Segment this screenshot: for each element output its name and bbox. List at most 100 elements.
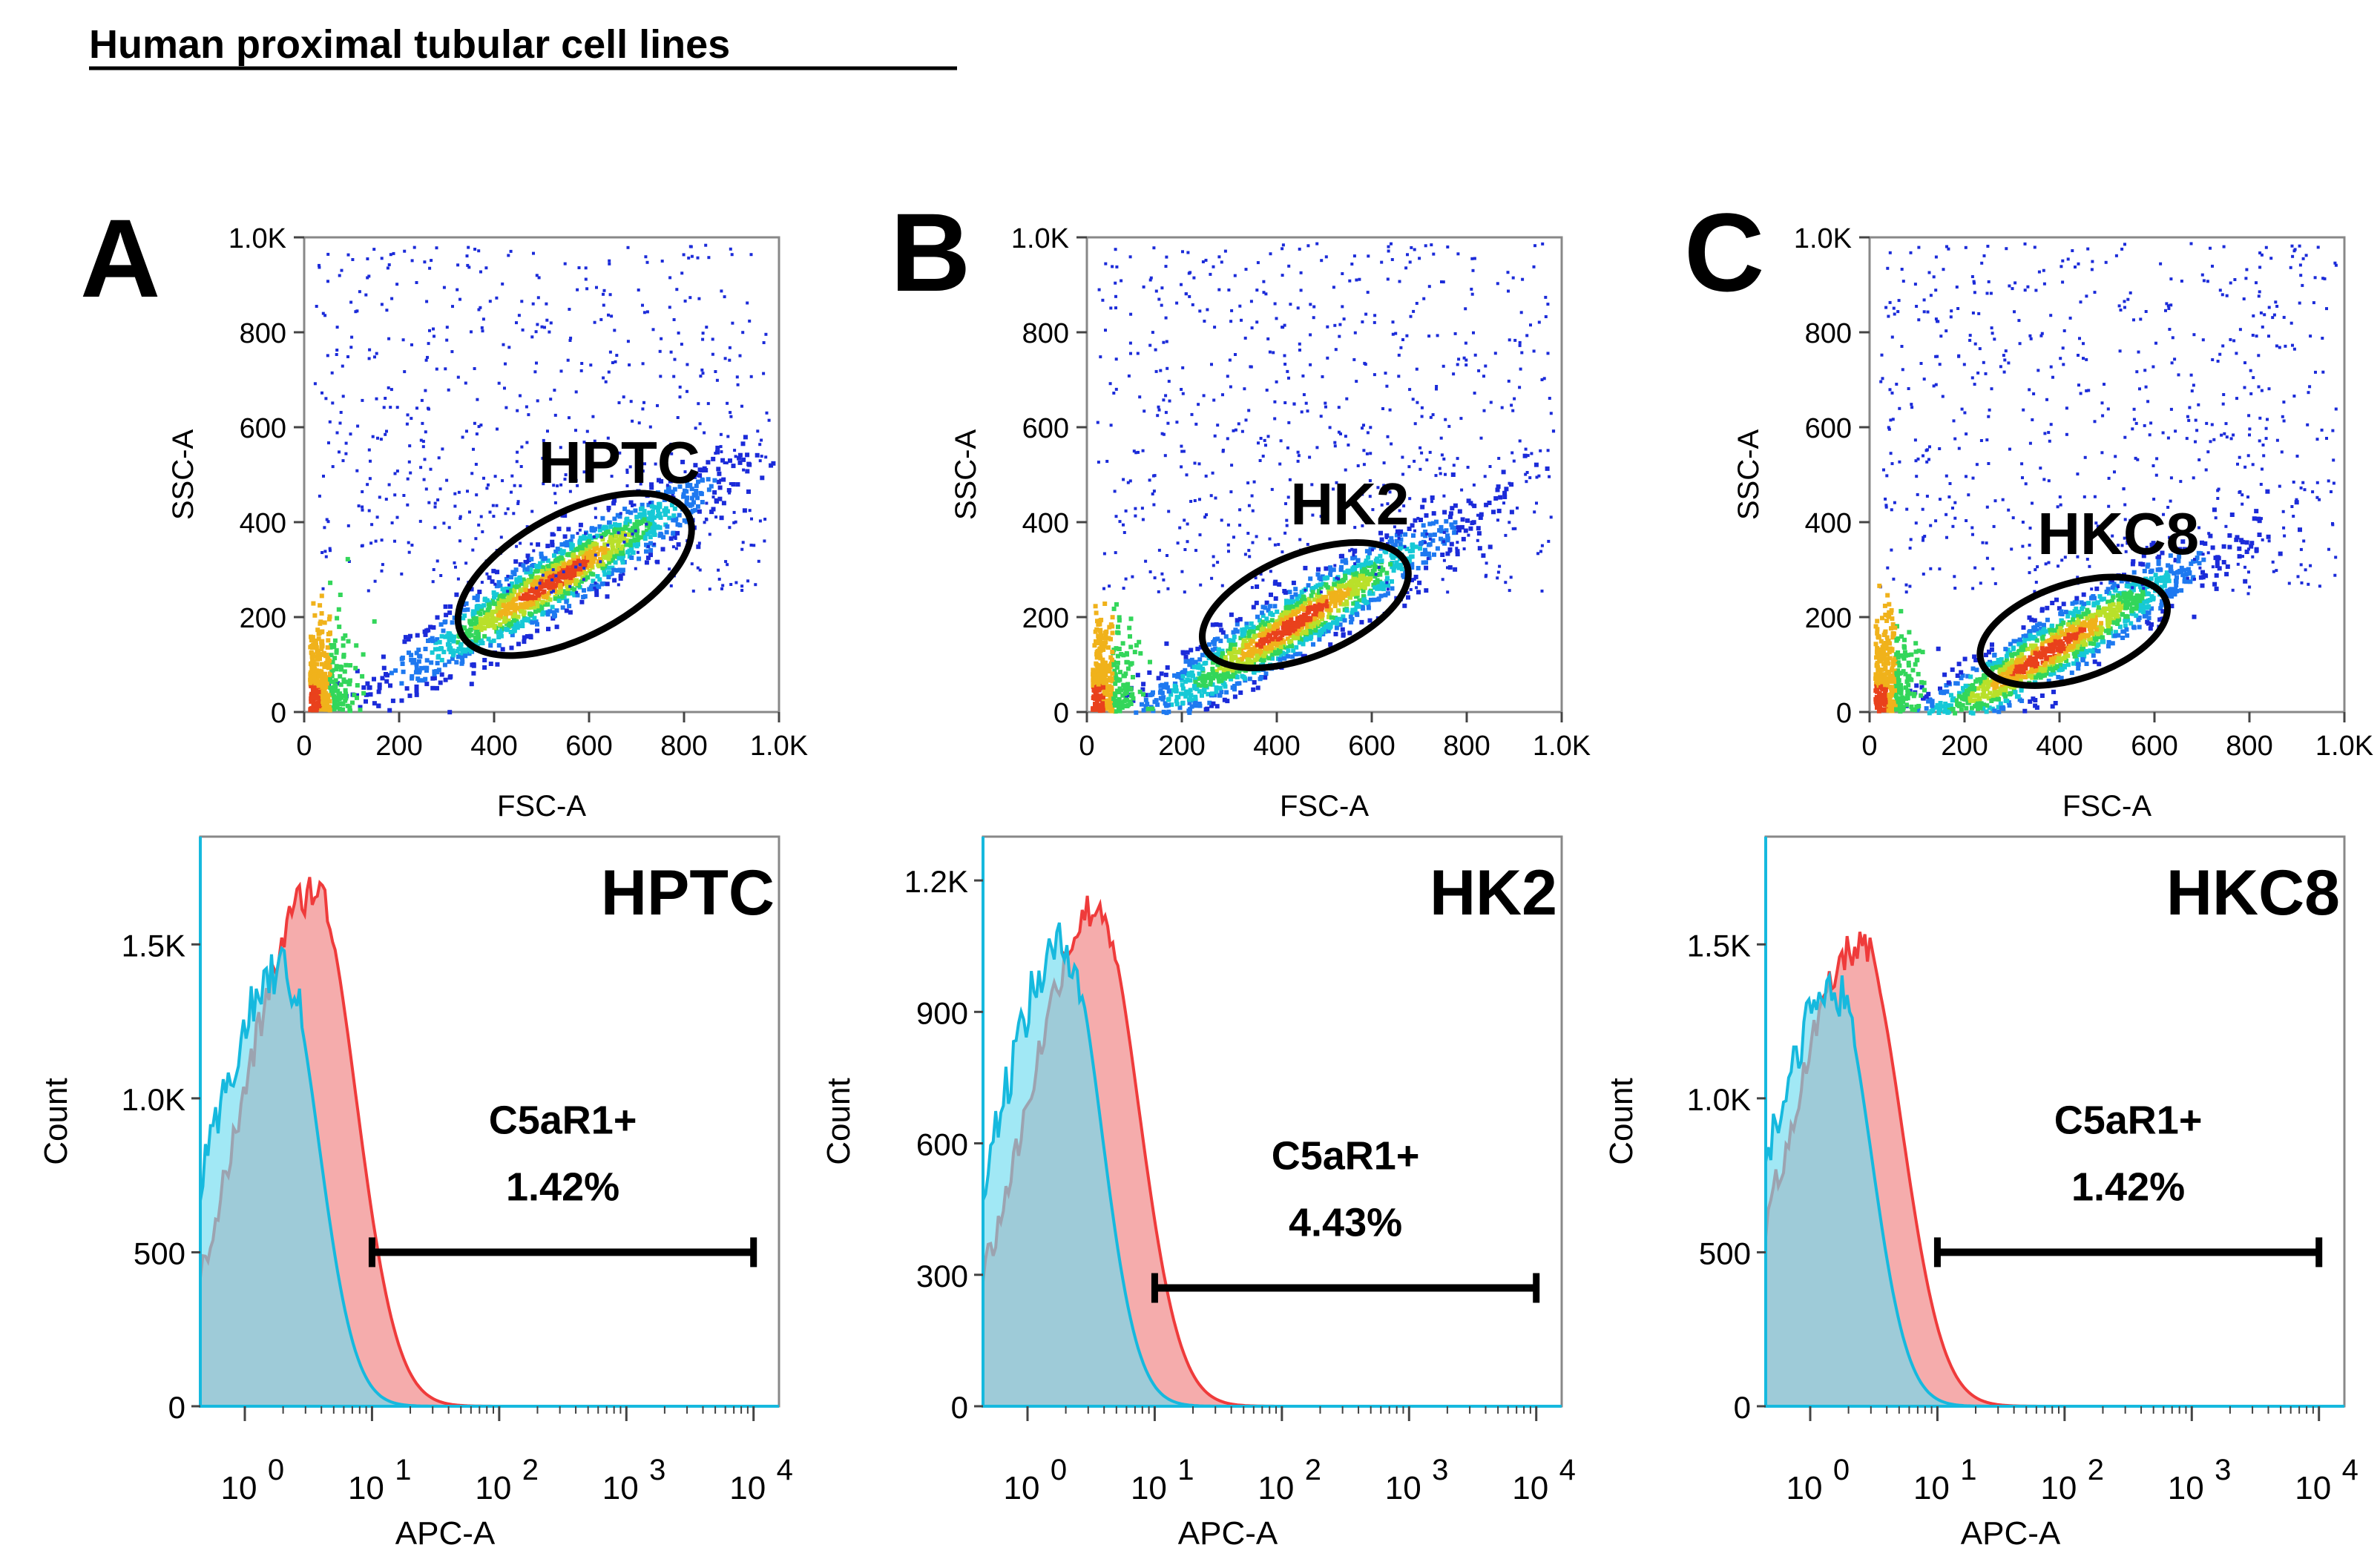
event-dot [1384, 372, 1387, 375]
event-dot [1214, 669, 1219, 674]
event-dot [1479, 436, 1483, 440]
event-dot [1355, 604, 1361, 609]
event-dot [1406, 595, 1410, 600]
event-dot [1225, 670, 1230, 676]
event-dot [466, 490, 469, 493]
event-dot [719, 478, 723, 482]
event-dot [602, 572, 608, 577]
event-dot [415, 406, 418, 410]
event-dot [1152, 474, 1155, 478]
event-dot [1437, 528, 1442, 533]
event-dot [501, 479, 504, 483]
event-dot [1229, 657, 1234, 662]
event-dot [1497, 457, 1501, 460]
debris-dot [332, 697, 337, 702]
event-dot [689, 487, 694, 492]
event-dot [340, 268, 343, 272]
event-dot [522, 635, 527, 640]
event-dot [1309, 333, 1312, 337]
event-dot [1152, 503, 1156, 507]
event-dot [554, 583, 559, 588]
event-dot [335, 431, 339, 435]
event-dot [1281, 650, 1285, 656]
event-dot [1353, 526, 1357, 530]
y-tick-label: 600 [916, 1127, 968, 1162]
event-dot [1180, 449, 1184, 453]
event-dot [1244, 418, 1248, 422]
event-dot [1120, 279, 1123, 283]
event-dot [1502, 495, 1508, 499]
event-dot [669, 503, 674, 507]
event-dot [1444, 518, 1449, 524]
event-dot [503, 386, 506, 390]
event-dot [525, 567, 530, 572]
event-dot [1292, 651, 1298, 656]
event-dot [1468, 526, 1473, 531]
event-dot [1114, 248, 1117, 251]
event-dot [568, 339, 572, 342]
event-dot [1328, 568, 1333, 573]
event-dot [1193, 699, 1198, 704]
event-dot [740, 547, 744, 551]
event-dot [742, 468, 746, 472]
event-dot [1261, 656, 1266, 662]
event-dot [1334, 591, 1339, 596]
event-dot [1384, 536, 1388, 539]
event-dot [1390, 579, 1394, 584]
event-dot [620, 560, 625, 565]
event-dot [1327, 587, 1332, 592]
event-dot [1217, 255, 1221, 259]
event-dot [357, 504, 361, 508]
event-dot [1226, 523, 1230, 527]
event-dot [553, 501, 557, 504]
debris-dot [355, 695, 359, 700]
event-dot [510, 633, 515, 638]
event-dot [1350, 579, 1355, 584]
event-dot [582, 441, 586, 444]
event-dot [1358, 575, 1363, 580]
debris-dot [1108, 655, 1114, 660]
event-dot [511, 624, 516, 629]
event-dot [1165, 665, 1170, 670]
event-dot [544, 574, 549, 579]
event-dot [1344, 435, 1347, 438]
event-dot [1328, 572, 1333, 577]
event-dot [1166, 689, 1171, 694]
event-dot [1473, 353, 1477, 357]
event-dot [1282, 627, 1287, 633]
event-dot [572, 591, 577, 596]
event-dot [605, 594, 610, 599]
event-dot [459, 661, 464, 666]
event-dot [1380, 503, 1384, 507]
event-dot [1455, 549, 1460, 554]
event-dot [1325, 584, 1330, 590]
event-dot [346, 253, 350, 257]
event-dot [341, 395, 345, 398]
event-dot [1501, 469, 1506, 475]
event-dot [445, 326, 449, 329]
event-dot [685, 479, 690, 484]
event-dot [1447, 565, 1453, 570]
event-dot [606, 436, 610, 440]
event-dot [1439, 436, 1443, 440]
x-tick-label-base: 10 [602, 1470, 639, 1506]
event-dot [1229, 490, 1233, 494]
event-dot [1297, 454, 1301, 458]
event-dot [1255, 685, 1260, 691]
event-dot [1244, 622, 1249, 627]
event-dot [1281, 247, 1284, 251]
event-dot [473, 625, 478, 630]
event-dot [1518, 340, 1522, 344]
event-dot [1255, 642, 1260, 647]
event-dot [580, 564, 585, 569]
event-dot [533, 599, 539, 603]
event-dot [1508, 481, 1511, 485]
event-dot [637, 289, 640, 291]
event-dot [1348, 614, 1353, 619]
event-dot [1413, 544, 1419, 550]
event-dot [650, 509, 655, 514]
event-dot [1229, 655, 1235, 659]
x-tick-label: 600 [1348, 731, 1395, 762]
event-dot [520, 445, 524, 449]
event-dot [573, 578, 579, 583]
